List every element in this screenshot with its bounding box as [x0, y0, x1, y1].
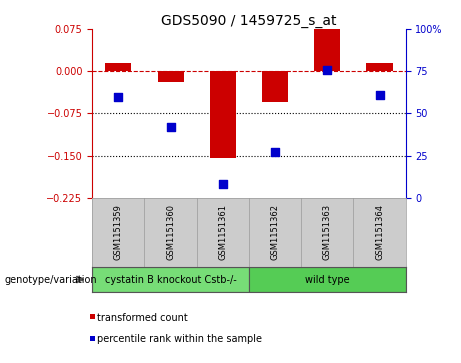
Text: GSM1151362: GSM1151362: [271, 204, 279, 260]
Bar: [314, 29, 340, 71]
Text: GSM1151359: GSM1151359: [114, 204, 123, 260]
Text: GSM1151360: GSM1151360: [166, 204, 175, 260]
Point: [167, 124, 174, 130]
Bar: [90, 336, 95, 341]
Text: transformed count: transformed count: [97, 313, 188, 323]
Text: GSM1151361: GSM1151361: [219, 204, 227, 260]
Text: wild type: wild type: [305, 274, 349, 285]
Point: [219, 182, 226, 187]
Text: GSM1151363: GSM1151363: [323, 204, 332, 260]
Text: GSM1151364: GSM1151364: [375, 204, 384, 260]
Bar: [90, 314, 95, 319]
Point: [324, 67, 331, 73]
Bar: [249, 267, 406, 292]
Bar: [158, 71, 183, 82]
Title: GDS5090 / 1459725_s_at: GDS5090 / 1459725_s_at: [161, 14, 337, 28]
Bar: [210, 71, 236, 158]
Bar: [92, 267, 249, 292]
Bar: [262, 71, 288, 102]
Text: cystatin B knockout Cstb-/-: cystatin B knockout Cstb-/-: [105, 274, 236, 285]
Point: [272, 149, 279, 155]
Point: [376, 92, 383, 98]
Bar: [105, 63, 131, 71]
Text: genotype/variation: genotype/variation: [5, 274, 97, 285]
Text: percentile rank within the sample: percentile rank within the sample: [97, 334, 262, 344]
Point: [115, 94, 122, 99]
Bar: [366, 63, 393, 71]
